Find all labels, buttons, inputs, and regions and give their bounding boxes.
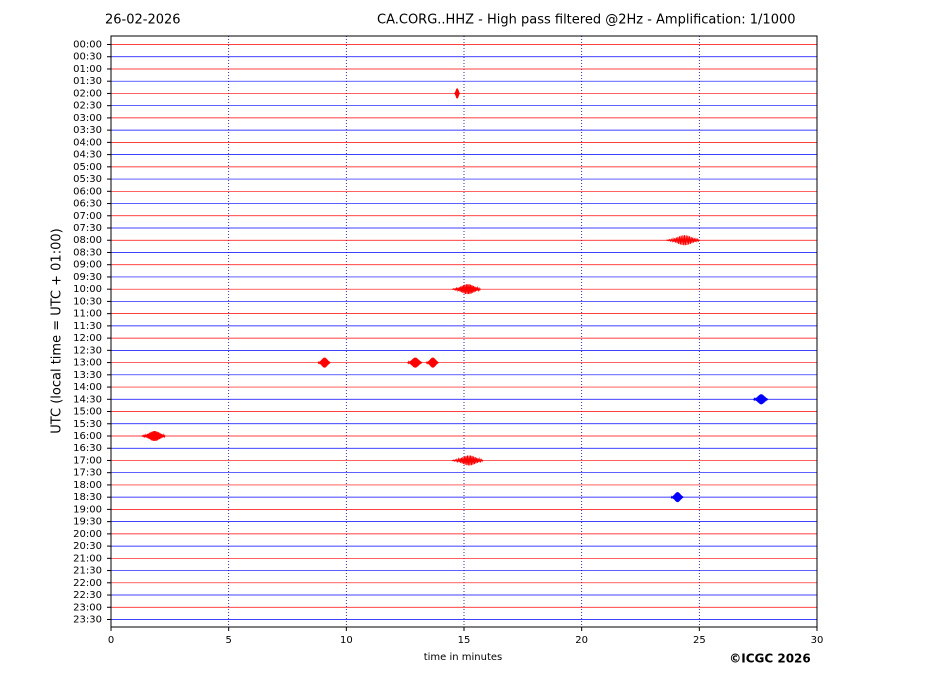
y-tick-label: 04:00: [73, 137, 102, 148]
y-tick-label: 11:00: [73, 309, 102, 320]
y-tick-label: 16:00: [73, 431, 102, 442]
y-tick-label: 05:30: [73, 174, 102, 185]
y-tick-label: 07:30: [73, 223, 102, 234]
date: 26-02-2026: [105, 13, 181, 28]
plot-frame: [110, 35, 818, 628]
seismic-event: [670, 492, 684, 503]
y-tick-label: 21:30: [73, 566, 102, 577]
y-tick-label: 03:00: [73, 113, 102, 124]
x-tick-label: 20: [575, 635, 588, 646]
y-tick-label: 15:30: [73, 419, 102, 430]
y-tick-label: 23:00: [73, 602, 102, 613]
y-tick-label: 20:30: [73, 541, 102, 552]
y-tick-label: 13:00: [73, 358, 102, 369]
y-tick-label: 14:30: [73, 394, 102, 405]
y-tick-label: 18:00: [73, 480, 102, 491]
x-tick-label: 5: [225, 635, 231, 646]
y-tick-label: 09:30: [73, 272, 102, 283]
y-tick-label: 15:00: [73, 407, 102, 418]
x-tick-label: 25: [693, 635, 706, 646]
seismic-event: [753, 394, 769, 405]
y-tick-label: 19:30: [73, 517, 102, 528]
y-tick-label: 08:30: [73, 247, 102, 258]
y-tick-label: 01:00: [73, 64, 102, 75]
y-tick-label: 00:30: [73, 52, 102, 63]
y-tick-label: 18:30: [73, 492, 102, 503]
y-tick-label: 02:00: [73, 88, 102, 99]
y-tick-label: 06:30: [73, 199, 102, 210]
x-axis-label: time in minutes: [424, 652, 503, 663]
seismic-event: [425, 357, 439, 368]
y-tick-label: 14:00: [73, 382, 102, 393]
y-tick-label: 19:00: [73, 504, 102, 515]
x-tick-label: 0: [108, 635, 114, 646]
y-tick-label: 08:00: [73, 235, 102, 246]
y-tick-label: 04:30: [73, 150, 102, 161]
y-tick-label: 16:30: [73, 443, 102, 454]
y-tick-label: 17:00: [73, 455, 102, 466]
y-tick-label: 21:00: [73, 553, 102, 564]
seismic-event: [666, 235, 700, 246]
seismic-event: [454, 88, 460, 99]
y-tick-label: 00:00: [73, 40, 102, 51]
y-tick-label: 07:00: [73, 211, 102, 222]
seismic-event: [407, 357, 423, 368]
y-tick-label: 17:30: [73, 468, 102, 479]
y-tick-label: 22:00: [73, 578, 102, 589]
y-tick-label: 23:30: [73, 615, 102, 626]
seismic-event: [141, 430, 166, 442]
x-tick-label: 10: [340, 635, 353, 646]
x-tick-label: 30: [811, 635, 824, 646]
x-tick-label: 15: [458, 635, 471, 646]
seismic-event: [451, 455, 484, 466]
y-tick-label: 10:30: [73, 296, 102, 307]
y-tick-label: 13:30: [73, 370, 102, 381]
y-tick-label: 03:30: [73, 125, 102, 136]
y-tick-label: 22:30: [73, 590, 102, 601]
copyright: ©ICGC 2026: [729, 652, 811, 666]
chart-title: CA.CORG..HHZ - High pass filtered @2Hz -…: [377, 13, 796, 28]
y-tick-label: 06:00: [73, 186, 102, 197]
y-tick-label: 12:00: [73, 333, 102, 344]
y-tick-label: 11:30: [73, 321, 102, 332]
seismic-event: [451, 284, 481, 295]
seismic-event: [317, 357, 331, 368]
y-tick-label: 02:30: [73, 101, 102, 112]
y-tick-label: 10:00: [73, 284, 102, 295]
y-tick-label: 09:00: [73, 260, 102, 271]
y-tick-label: 12:30: [73, 345, 102, 356]
y-tick-label: 05:00: [73, 162, 102, 173]
y-axis-label: UTC (local time = UTC + 01:00): [50, 228, 65, 433]
y-tick-label: 20:00: [73, 529, 102, 540]
y-tick-label: 01:30: [73, 76, 102, 87]
